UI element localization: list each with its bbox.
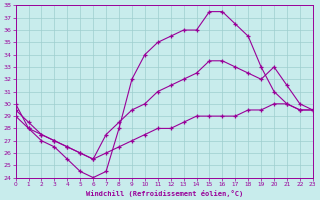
X-axis label: Windchill (Refroidissement éolien,°C): Windchill (Refroidissement éolien,°C) — [85, 190, 243, 197]
